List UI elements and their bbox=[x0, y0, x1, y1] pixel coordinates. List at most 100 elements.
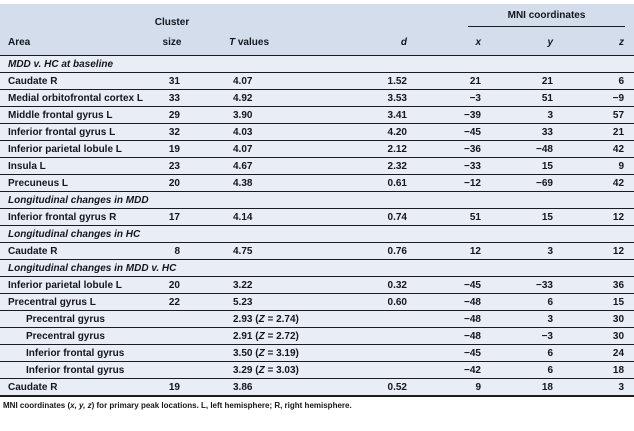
y-cell: 15 bbox=[511, 156, 583, 174]
d-italic: d bbox=[400, 36, 407, 48]
x-cell: 51 bbox=[436, 207, 511, 225]
d-cell bbox=[294, 343, 436, 361]
z-italic: z bbox=[619, 36, 625, 48]
area-cell: Inferior parietal lobule L bbox=[0, 139, 140, 157]
section-row: Longitudinal changes in MDD v. HC bbox=[0, 258, 634, 276]
x-cell: −48 bbox=[436, 309, 511, 327]
section-label: Longitudinal changes in HC bbox=[0, 224, 634, 242]
d-cell: 3.41 bbox=[294, 105, 436, 123]
x-cell: −48 bbox=[436, 326, 511, 344]
cluster-size-cell: 29 bbox=[140, 105, 204, 123]
table-row: Caudate R 8 4.75 0.76 12 3 12 bbox=[0, 241, 634, 259]
mni-coordinates-label-underline: MNI coordinates bbox=[468, 10, 626, 27]
x-cell: 12 bbox=[436, 241, 511, 259]
table-row: Inferior parietal lobule L 20 3.22 0.32 −45−… bbox=[0, 275, 634, 293]
d-cell: 0.74 bbox=[294, 207, 436, 225]
d-cell: 3.53 bbox=[294, 88, 436, 106]
x-cell: −45 bbox=[436, 275, 511, 293]
x-cell: 21 bbox=[436, 71, 511, 89]
cluster-size-cell: 19 bbox=[140, 377, 204, 396]
t-value-cell: 4.67 bbox=[204, 156, 294, 174]
table-row: Inferior parietal lobule L 19 4.07 2.12 −36−… bbox=[0, 139, 634, 157]
table-row: Precentral gyrus 2.91 (Z = 2.72) −48 −3 30 bbox=[0, 326, 634, 344]
x-cell: −36 bbox=[436, 139, 511, 157]
section-row: Longitudinal changes in HC bbox=[0, 224, 634, 242]
d-cell: 0.60 bbox=[294, 292, 436, 310]
section-row: Longitudinal changes in MDD bbox=[0, 190, 634, 208]
d-cell: 0.52 bbox=[294, 377, 436, 396]
page: Cluster MNI coordinates Area size T valu… bbox=[0, 4, 634, 410]
x-cell: −42 bbox=[436, 360, 511, 378]
y-cell: 6 bbox=[511, 292, 583, 310]
t-value-cell: 3.90 bbox=[204, 105, 294, 123]
t-rest: values bbox=[235, 36, 270, 48]
table-row: Inferior frontal gyrus 3.29 (Z = 3.03) −42… bbox=[0, 360, 634, 378]
x-cell: −45 bbox=[436, 122, 511, 140]
z-cell: 57 bbox=[583, 105, 634, 123]
footnote-suffix: ) for primary peak locations. L, left he… bbox=[91, 400, 352, 410]
x-cell: 9 bbox=[436, 377, 511, 396]
cluster-size-cell: 31 bbox=[140, 71, 204, 89]
header-x: x bbox=[436, 29, 511, 56]
area-cell: Inferior frontal gyrus R bbox=[0, 207, 140, 225]
t-value-cell: 3.86 bbox=[204, 377, 294, 396]
y-cell: 6 bbox=[511, 343, 583, 361]
table-row: Inferior frontal gyrus 3.50 (Z = 3.19) −45… bbox=[0, 343, 634, 361]
area-cell: Precentral gyrus L bbox=[0, 292, 140, 310]
y-cell: 3 bbox=[511, 309, 583, 327]
z-cell: 30 bbox=[583, 326, 634, 344]
area-cell: Insula L bbox=[0, 156, 140, 174]
cluster-size-cell: 22 bbox=[140, 292, 204, 310]
z-cell: 24 bbox=[583, 343, 634, 361]
table-row: Inferior frontal gyrus R 17 4.14 0.74 51 15 12 bbox=[0, 207, 634, 225]
cluster-size-cell bbox=[140, 360, 204, 378]
t-value-cell: 4.38 bbox=[204, 173, 294, 191]
y-cell: −48 bbox=[511, 139, 583, 157]
table-row: Middle frontal gyrus L 29 3.90 3.41 −39 3 57 bbox=[0, 105, 634, 123]
z-cell: 12 bbox=[583, 207, 634, 225]
table-row: Medial orbitofrontal cortex L 33 4.92 3.53−… bbox=[0, 88, 634, 106]
cluster-size-cell bbox=[140, 343, 204, 361]
cluster-size-cell: 20 bbox=[140, 275, 204, 293]
cluster-size-cell: 19 bbox=[140, 139, 204, 157]
x-cell: −12 bbox=[436, 173, 511, 191]
d-cell bbox=[294, 326, 436, 344]
z-cell: 15 bbox=[583, 292, 634, 310]
footnote-xyz-italic: x, y, z bbox=[70, 400, 92, 410]
area-cell: Medial orbitofrontal cortex L bbox=[0, 88, 143, 106]
table-row: Caudate R 19 3.86 0.52 9 18 3 bbox=[0, 377, 634, 396]
table-row: Precentral gyrus L 22 5.23 0.60 −48 6 15 bbox=[0, 292, 634, 310]
table-row: Caudate R 31 4.07 1.52 21 21 6 bbox=[0, 71, 634, 89]
cluster-size-cell: 33 bbox=[140, 88, 204, 106]
z-cell: 6 bbox=[583, 71, 634, 89]
t-value-cell: 3.50 (Z = 3.19) bbox=[204, 343, 299, 361]
cluster-size-cell: 23 bbox=[140, 156, 204, 174]
header-d: d bbox=[294, 29, 436, 56]
z-cell: 30 bbox=[583, 309, 634, 327]
y-cell: −33 bbox=[511, 275, 583, 293]
header-cluster-line2: size bbox=[140, 29, 204, 56]
header-y: y bbox=[511, 29, 583, 56]
header-mni-group: MNI coordinates bbox=[436, 4, 634, 29]
header-tvalues-spacer bbox=[204, 4, 294, 29]
t-value-cell: 3.22 bbox=[204, 275, 294, 293]
d-cell: 4.20 bbox=[294, 122, 436, 140]
cluster-size-cell: 17 bbox=[140, 207, 204, 225]
area-cell: Caudate R bbox=[0, 241, 140, 259]
header-area: Area bbox=[0, 29, 140, 56]
z-cell: 21 bbox=[583, 122, 634, 140]
area-cell: Precuneus L bbox=[0, 173, 140, 191]
area-cell: Caudate R bbox=[0, 71, 140, 89]
cluster-size-cell: 20 bbox=[140, 173, 204, 191]
t-value-cell: 2.93 (Z = 2.74) bbox=[204, 309, 299, 327]
area-cell: Middle frontal gyrus L bbox=[0, 105, 140, 123]
table-row: Precentral gyrus 2.93 (Z = 2.74) −48 3 30 bbox=[0, 309, 634, 327]
header-row-top: Cluster MNI coordinates bbox=[0, 4, 634, 29]
z-cell: 42 bbox=[583, 173, 634, 191]
section-label: MDD v. HC at baseline bbox=[0, 54, 634, 72]
table-row: Insula L 23 4.67 2.32 −33 15 9 bbox=[0, 156, 634, 174]
y-cell: 18 bbox=[511, 377, 583, 396]
t-value-cell: 4.92 bbox=[204, 88, 294, 106]
cluster-size-cell: 32 bbox=[140, 122, 204, 140]
y-cell: 21 bbox=[511, 71, 583, 89]
